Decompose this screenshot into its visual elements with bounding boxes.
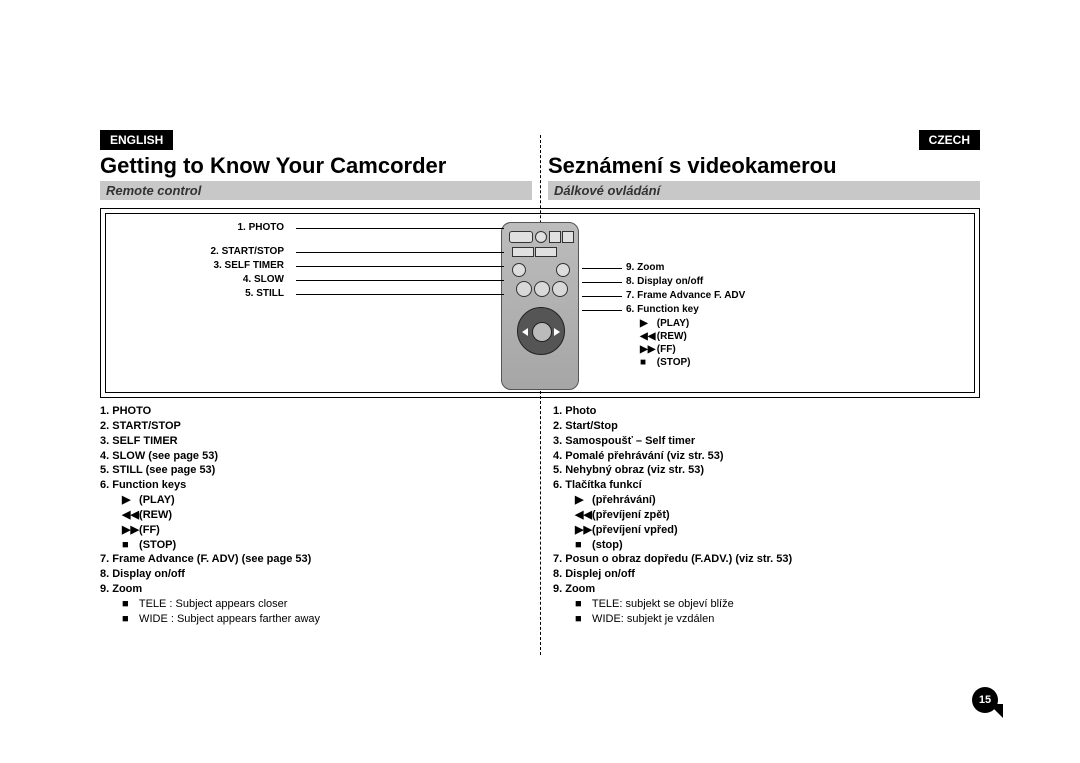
remote-body — [501, 222, 579, 390]
remote-btn-zoom-w — [549, 231, 561, 243]
list-sub: ▶ (PLAY) — [122, 493, 527, 508]
remote-btn-fadv — [556, 263, 570, 277]
pointer-right-8: 8. Display on/off — [626, 276, 703, 287]
list-item: 2. Start/Stop — [553, 419, 980, 434]
list-sub: ◀◀ (REW) — [122, 508, 527, 523]
pointer-line — [582, 282, 622, 283]
pointer-right-9: 9. Zoom — [626, 262, 664, 273]
list-item: 2. START/STOP — [100, 419, 527, 434]
pointer-line — [296, 252, 504, 253]
lang-tag-czech: CZECH — [919, 130, 980, 150]
list-sub: ▶▶ (FF) — [122, 523, 527, 538]
function-key-glyph: ◀◀ (REW) — [640, 331, 687, 342]
list-item: 1. Photo — [553, 404, 980, 419]
description-lists: 1. PHOTO2. START/STOP3. SELF TIMER4. SLO… — [100, 404, 980, 627]
list-item: 6. Function keys — [100, 478, 527, 493]
pointer-line — [582, 310, 622, 311]
remote-btn-display — [535, 247, 557, 257]
list-english: 1. PHOTO2. START/STOP3. SELF TIMER4. SLO… — [100, 404, 535, 627]
pointer-line — [296, 266, 504, 267]
list-sub: ▶▶ (převíjení vpřed) — [575, 523, 980, 538]
title-czech: Seznámení s videokamerou — [548, 154, 980, 177]
pointer-line — [582, 296, 622, 297]
list-item: 4. Pomalé přehrávání (viz str. 53) — [553, 449, 980, 464]
remote-btn-slow — [512, 263, 526, 277]
column-czech: CZECH Seznámení s videokamerou Dálkové o… — [540, 130, 980, 200]
remote-btn-startstop — [509, 231, 533, 243]
dpad-right-icon — [554, 328, 560, 336]
pointer-left-2: 2. START/STOP — [210, 246, 284, 257]
list-item: 8. Display on/off — [100, 567, 527, 582]
subtitle-english: Remote control — [100, 181, 532, 200]
pointer-line — [582, 268, 622, 269]
pointer-line — [296, 280, 504, 281]
pointer-line — [296, 228, 504, 229]
remote-dpad — [517, 307, 565, 355]
remote-btn-play — [534, 281, 550, 297]
remote-diagram-inner: 1. PHOTO 2. START/STOP 3. SELF TIMER 4. SLO… — [105, 213, 975, 393]
dpad-left-icon — [522, 328, 528, 336]
list-sub: ◀◀ (převíjení zpět) — [575, 508, 980, 523]
pointer-left-5: 5. STILL — [245, 288, 284, 299]
list-item: 9. Zoom — [553, 582, 980, 597]
list-item: 3. SELF TIMER — [100, 434, 527, 449]
remote-btn-photo — [535, 231, 547, 243]
function-key-glyph: ▶▶ (FF) — [640, 344, 676, 355]
pointer-right-6: 6. Function key — [626, 304, 699, 315]
list-item: 1. PHOTO — [100, 404, 527, 419]
page-number-badge: 15 — [972, 687, 998, 713]
list-item: 4. SLOW (see page 53) — [100, 449, 527, 464]
pointer-line — [296, 294, 504, 295]
subtitle-czech: Dálkové ovládání — [548, 181, 980, 200]
column-english: ENGLISH Getting to Know Your Camcorder R… — [100, 130, 540, 200]
manual-page: ENGLISH Getting to Know Your Camcorder R… — [0, 0, 1080, 763]
remote-btn-stop — [552, 281, 568, 297]
title-english: Getting to Know Your Camcorder — [100, 154, 532, 177]
function-key-glyph: ▶ (PLAY) — [640, 318, 689, 329]
list-item: 3. Samospoušť – Self timer — [553, 434, 980, 449]
remote-btn-zoom-t — [562, 231, 574, 243]
list-note: ■ WIDE : Subject appears farther away — [122, 612, 527, 627]
list-sub: ■ (STOP) — [122, 538, 527, 553]
function-key-glyph: ■ (STOP) — [640, 357, 690, 368]
list-sub: ▶ (přehrávání) — [575, 493, 980, 508]
list-item: 8. Displej on/off — [553, 567, 980, 582]
pointer-left-3: 3. SELF TIMER — [213, 260, 284, 271]
list-note: ■ TELE : Subject appears closer — [122, 597, 527, 612]
list-item: 5. Nehybný obraz (viz str. 53) — [553, 463, 980, 478]
pointer-left-1: 1. PHOTO — [238, 222, 285, 233]
list-note: ■ WIDE: subjekt je vzdálen — [575, 612, 980, 627]
list-item: 7. Frame Advance (F. ADV) (see page 53) — [100, 552, 527, 567]
list-item: 6. Tlačítka funkcí — [553, 478, 980, 493]
list-note: ■ TELE: subjekt se objeví blíže — [575, 597, 980, 612]
remote-btn-still — [516, 281, 532, 297]
pointer-right-7: 7. Frame Advance F. ADV — [626, 290, 745, 301]
list-sub: ■ (stop) — [575, 538, 980, 553]
remote-btn-selftimer — [512, 247, 534, 257]
list-czech: 1. Photo2. Start/Stop3. Samospoušť – Sel… — [535, 404, 980, 627]
lang-tag-english: ENGLISH — [100, 130, 173, 150]
pointer-left-4: 4. SLOW — [243, 274, 284, 285]
list-item: 9. Zoom — [100, 582, 527, 597]
list-item: 5. STILL (see page 53) — [100, 463, 527, 478]
list-item: 7. Posun o obraz dopředu (F.ADV.) (viz s… — [553, 552, 980, 567]
remote-diagram: 1. PHOTO 2. START/STOP 3. SELF TIMER 4. SLO… — [100, 208, 980, 398]
